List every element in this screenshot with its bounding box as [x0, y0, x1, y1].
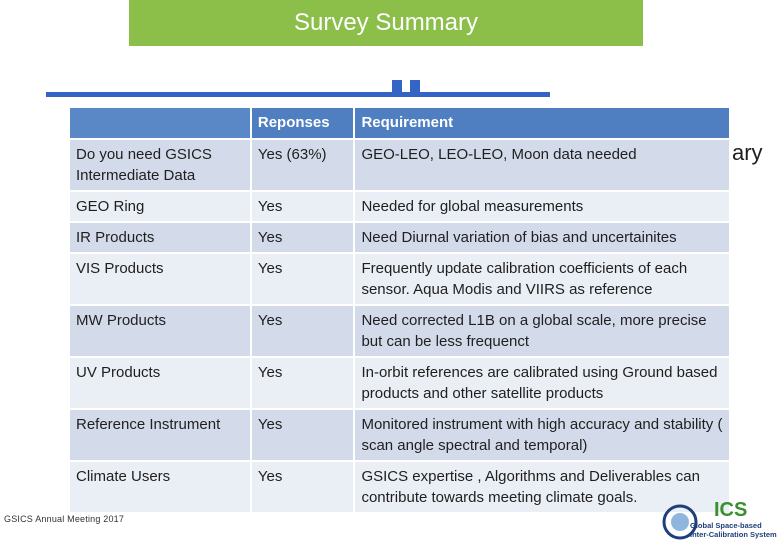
- row-requirement: Need corrected L1B on a global scale, mo…: [355, 306, 729, 356]
- table-row: IR Products Yes Need Diurnal variation o…: [70, 223, 729, 252]
- row-requirement: Monitored instrument with high accuracy …: [355, 410, 729, 460]
- row-requirement: GSICS expertise , Algorithms and Deliver…: [355, 462, 729, 512]
- row-requirement: Needed for global measurements: [355, 192, 729, 221]
- decorative-tick: [410, 80, 420, 94]
- row-topic: Climate Users: [70, 462, 250, 512]
- header-responses: Reponses: [251, 108, 354, 138]
- table-row: GEO Ring Yes Needed for global measureme…: [70, 192, 729, 221]
- row-topic: GEO Ring: [70, 192, 250, 221]
- logo-line2: Inter-Calibration System: [690, 530, 777, 539]
- row-requirement: Frequently update calibration coefficien…: [355, 254, 729, 304]
- globe-core-icon: [671, 513, 689, 531]
- table-row: Climate Users Yes GSICS expertise , Algo…: [70, 462, 729, 512]
- footer-text: GSICS Annual Meeting 2017: [4, 514, 125, 524]
- slide-title: Survey Summary: [129, 0, 643, 46]
- row-topic: Reference Instrument: [70, 410, 250, 460]
- header-topic: [70, 108, 250, 138]
- globe-icon: [662, 504, 698, 540]
- row-topic: Do you need GSICS Intermediate Data: [70, 140, 250, 190]
- row-response: Yes: [251, 223, 354, 252]
- row-topic: VIS Products: [70, 254, 250, 304]
- decorative-tick: [392, 80, 402, 94]
- background-title-fragment: ary: [732, 140, 763, 165]
- row-topic: IR Products: [70, 223, 250, 252]
- row-response: Yes: [251, 358, 354, 408]
- gsics-logo-graphic: ICS Global Space-based Inter-Calibration…: [662, 499, 777, 540]
- table-row: UV Products Yes In-orbit references are …: [70, 358, 729, 408]
- decorative-divider: [46, 92, 550, 97]
- row-response: Yes: [251, 462, 354, 512]
- row-response: Yes: [251, 254, 354, 304]
- row-requirement: Need Diurnal variation of bias and uncer…: [355, 223, 729, 252]
- row-response: Yes (63%): [251, 140, 354, 190]
- row-requirement: In-orbit references are calibrated using…: [355, 358, 729, 408]
- row-response: Yes: [251, 192, 354, 221]
- table-row: Do you need GSICS Intermediate Data Yes …: [70, 140, 729, 190]
- survey-table: Reponses Requirement Do you need GSICS I…: [68, 106, 731, 514]
- row-topic: MW Products: [70, 306, 250, 356]
- row-requirement: GEO-LEO, LEO-LEO, Moon data needed: [355, 140, 729, 190]
- row-topic: UV Products: [70, 358, 250, 408]
- table-row: VIS Products Yes Frequently update calib…: [70, 254, 729, 304]
- table-row: MW Products Yes Need corrected L1B on a …: [70, 306, 729, 356]
- gsics-logo: ICS Global Space-based Inter-Calibration…: [662, 494, 780, 540]
- row-response: Yes: [251, 410, 354, 460]
- logo-acronym: ICS: [714, 499, 747, 521]
- row-response: Yes: [251, 306, 354, 356]
- header-requirement: Requirement: [355, 108, 729, 138]
- logo-line1: Global Space-based: [690, 521, 762, 530]
- table-row: Reference Instrument Yes Monitored instr…: [70, 410, 729, 460]
- table-header-row: Reponses Requirement: [70, 108, 729, 138]
